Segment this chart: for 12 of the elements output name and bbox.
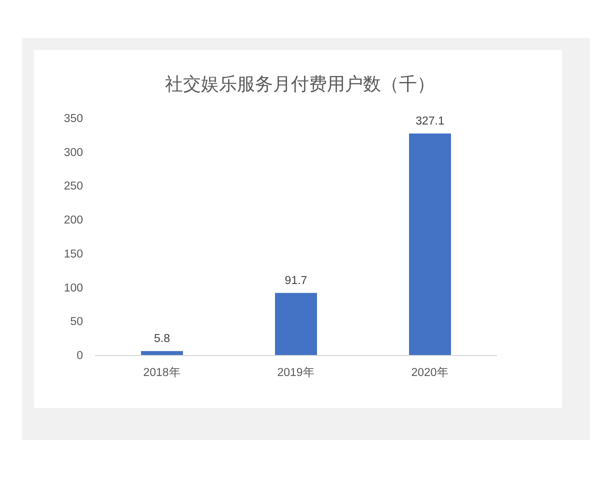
y-tick-label: 100: [64, 282, 83, 294]
x-tick-label: 2018年: [143, 367, 181, 379]
y-tick-label: 300: [64, 146, 83, 159]
x-tick-label: 2020年: [411, 367, 449, 379]
y-tick-label: 250: [64, 180, 83, 193]
y-tick-label: 200: [64, 214, 83, 227]
y-tick-label: 50: [70, 316, 83, 328]
y-tick-label: 350: [64, 113, 83, 125]
y-tick-label: 0: [76, 350, 83, 362]
title: 社交娱乐服务月付费用户数（千）: [165, 74, 435, 94]
y-tick-label: 150: [64, 248, 83, 260]
x-tick-label: 2019年: [277, 367, 315, 379]
